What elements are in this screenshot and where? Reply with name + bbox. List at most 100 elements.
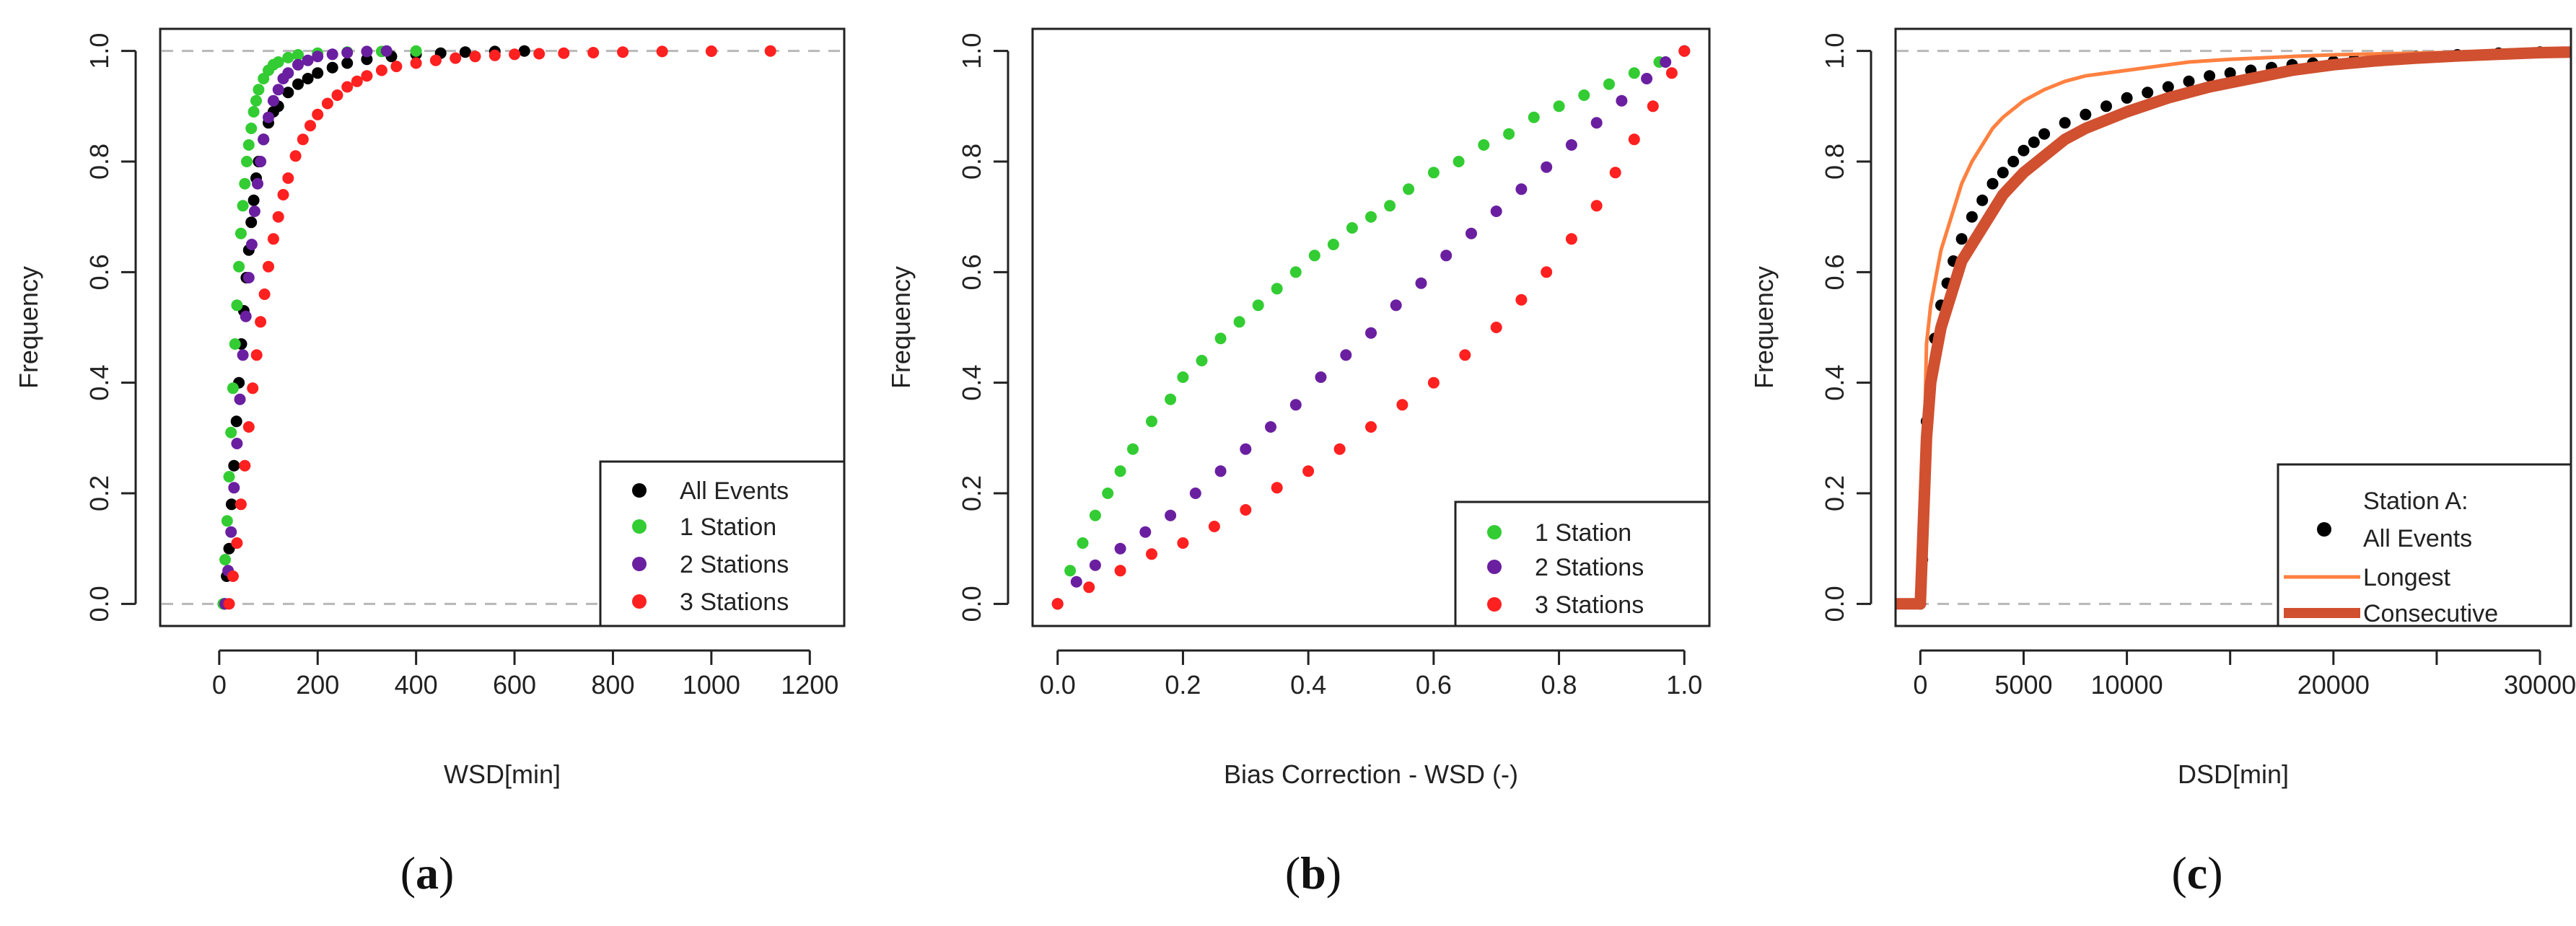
series-1-station-point [1077,537,1089,549]
series-3-stations-point [272,211,284,223]
series-1-station-point [253,84,265,96]
legend-label: 1 Station [1535,519,1631,547]
x-axis-title: Bias Correction - WSD (-) [1224,759,1518,789]
y-tick-label: 1.0 [84,33,114,69]
x-tick-label: 0 [212,670,227,700]
x-tick-label: 1000 [683,670,740,700]
series-1-station-point [1384,200,1396,212]
caption-open: ( [1285,847,1300,899]
x-tick-label: 1.0 [1666,670,1702,700]
series-2-stations-point [225,526,237,538]
series-all-events-point [2183,75,2195,87]
caption-close: ) [439,847,454,899]
x-axis-title: DSD[min] [2178,759,2289,789]
x-tick-label: 30000 [2504,670,2576,700]
y-tick-label: 0.0 [1820,586,1849,622]
panel-caption: (c) [2171,847,2222,899]
series-2-stations-point [263,111,274,123]
series-3-stations-point [617,46,629,58]
y-axis-title: Frequency [1749,266,1779,389]
series-3-stations-point [1609,167,1621,179]
series-1-station-point [242,139,255,151]
legend-item-consecutive: Consecutive [2284,600,2498,627]
series-2-stations-point [1490,206,1502,217]
series-2-stations-point [1114,542,1126,555]
series-1-station-point [1327,239,1339,250]
x-tick-label: 10000 [2091,670,2163,700]
y-tick-label: 0.2 [84,475,114,511]
series-3-stations-point [1114,565,1126,577]
series-1-station-point [1478,139,1490,151]
series-1-station-point [247,106,260,118]
series-1-station-point [231,299,243,312]
series-2-stations-point [341,47,354,58]
series-3-stations-point [1240,504,1252,516]
series-1-station-point [221,515,233,527]
series-3-stations-point [558,47,570,59]
series-3-stations-point [321,97,333,110]
series-2-stations-point [1139,526,1152,538]
series-1-station-point [1603,78,1615,90]
y-tick-label: 0.8 [957,144,986,180]
series-3-stations-point [331,89,343,101]
series-1-station-point [292,49,304,61]
series-all-events-point [2224,67,2236,79]
series-3-stations-point [489,49,501,61]
series-1-station-point [1628,67,1640,79]
series-3-stations-point [297,133,309,146]
series-1-station-point [1146,415,1157,428]
legend-marker [2317,522,2331,537]
series-1-station-point [258,73,270,84]
series-all-events-point [302,73,314,84]
caption-open: ( [400,847,416,899]
series-all-events-point [1966,211,1978,223]
series-2-stations-point [272,84,284,96]
series-3-stations-point [263,260,274,273]
series-2-stations-point [1616,94,1628,107]
y-tick-label: 0.2 [1820,475,1849,511]
series-all-events-point [2100,100,2112,113]
series-all-events-point [312,67,324,79]
series-3-stations-point [1208,521,1220,532]
series-all-events-point [1997,167,2009,179]
series-all-events-point [230,415,242,428]
series-2-stations-point [1214,465,1227,477]
series-3-stations-point [289,150,302,162]
series-2-stations-point [1070,576,1082,588]
series-all-events-point [2162,81,2174,93]
series-2-stations-point [231,438,243,449]
series-1-station-point [1252,299,1264,312]
series-1-station-point [282,51,294,63]
legend-item-3-stations: 3 Stations [1487,591,1644,619]
series-1-station-point [1553,100,1565,113]
series-all-events-point [2028,136,2040,149]
series-3-stations-point [1515,294,1528,306]
panel-1: 0 200 400 600 800 1000 1200 WSD[min] 0.0 0.2 0.4 0.… [14,27,846,899]
series-3-stations-point [410,57,422,69]
x-tick-label: 200 [296,670,339,700]
series-1-station-point [219,554,231,565]
caption-letter: b [1300,847,1326,899]
series-3-stations-point [1628,133,1640,146]
series-1-station-point [1365,211,1377,223]
series-3-stations-point [305,120,316,132]
series-3-stations-point [1396,399,1409,411]
legend: All Events 1 Station 2 Stations 3 Stations [599,460,846,627]
series-2-stations-point [258,133,270,146]
plot-area [1896,46,2571,610]
series-3-stations-point [267,233,279,245]
caption-close: ) [1326,847,1341,899]
legend-label: 2 Stations [1535,554,1644,581]
x-tick-label: 800 [591,670,634,700]
series-3-stations-point [312,108,324,120]
series-3-stations-point [1271,482,1283,494]
series-2-stations-point [242,272,255,283]
series-all-events-point [2018,144,2030,156]
series-1-station-point [1089,509,1101,521]
plot-frame [159,27,846,627]
legend-title: Station A: [2363,488,2468,515]
legend-label: 2 Stations [680,551,789,578]
series-3-stations-point [1678,45,1691,57]
series-all-events-point [518,45,530,57]
